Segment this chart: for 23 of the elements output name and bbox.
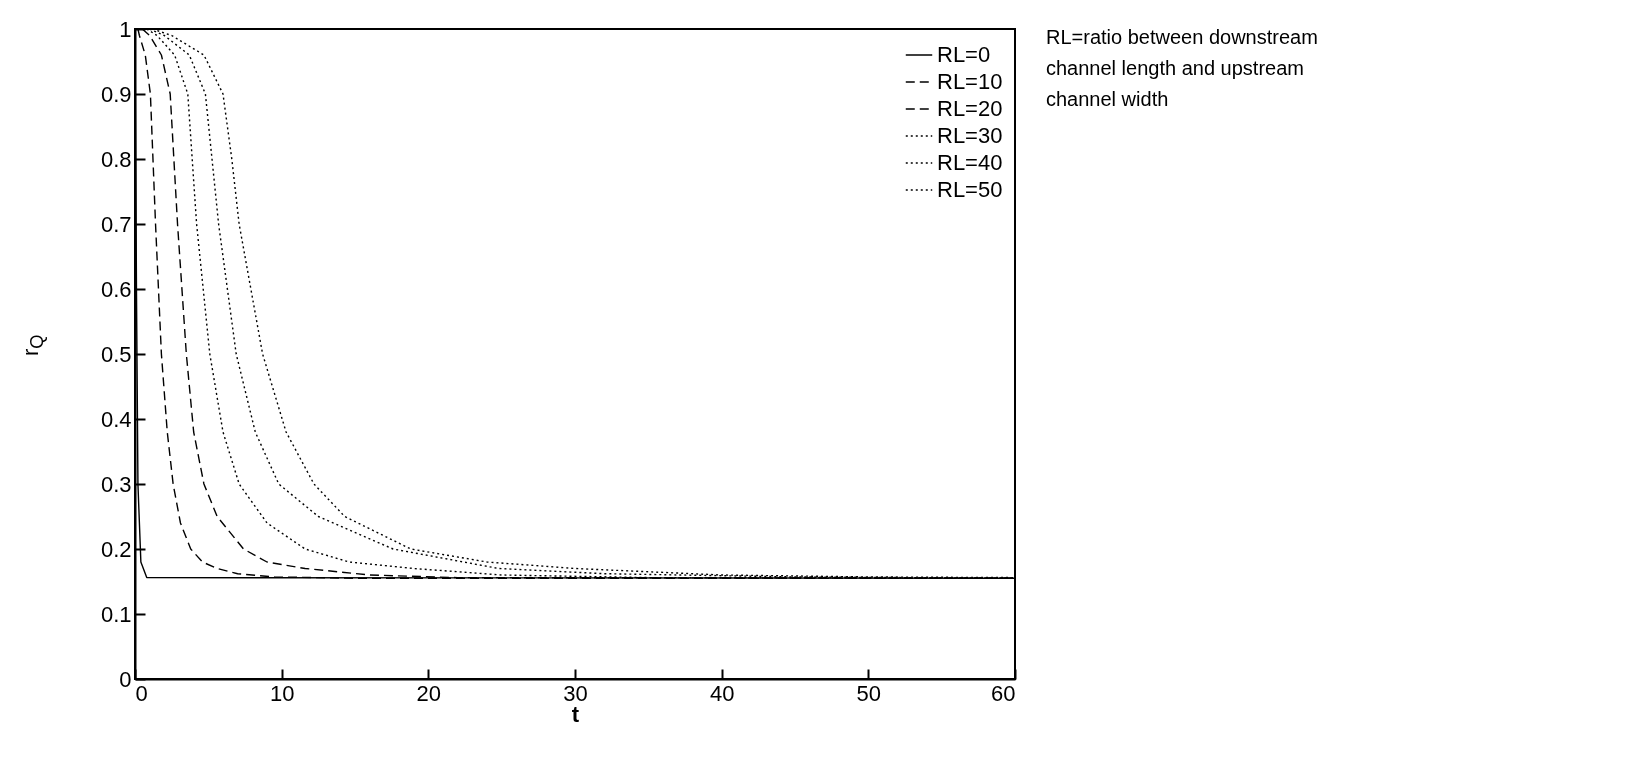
y-tick-label: 0.1 — [100, 601, 132, 627]
y-tick-label: 0.8 — [100, 146, 132, 172]
y-tick-label: 0.5 — [100, 341, 132, 367]
legend-label: RL=50 — [937, 177, 1003, 202]
legend-label: RL=0 — [937, 42, 991, 67]
legend-label: RL=10 — [937, 69, 1003, 94]
x-tick-label: 20 — [416, 680, 442, 706]
y-tick-label: 0.9 — [100, 81, 132, 107]
y-tick-label: 0.7 — [100, 211, 132, 237]
x-tick-label: 0 — [135, 680, 148, 706]
legend-label: RL=20 — [937, 96, 1003, 121]
y-tick-label: 0.6 — [100, 276, 132, 302]
y-tick-label: 0.3 — [100, 471, 132, 497]
x-tick-label: 40 — [709, 680, 735, 706]
text: RL=ratio between downstream channel length and upstream channel width — [1046, 25, 1319, 112]
y-tick-label: 0.4 — [100, 406, 132, 432]
x-tick-label: 10 — [269, 680, 295, 706]
x-tick-label: 50 — [856, 680, 882, 706]
x-tick-label: 60 — [991, 680, 1016, 706]
legend-label: RL=40 — [937, 150, 1003, 175]
y-tick-label: 1 — [119, 16, 132, 42]
legend-label: RL=30 — [937, 123, 1003, 148]
y-tick-label: 0.2 — [100, 536, 132, 562]
